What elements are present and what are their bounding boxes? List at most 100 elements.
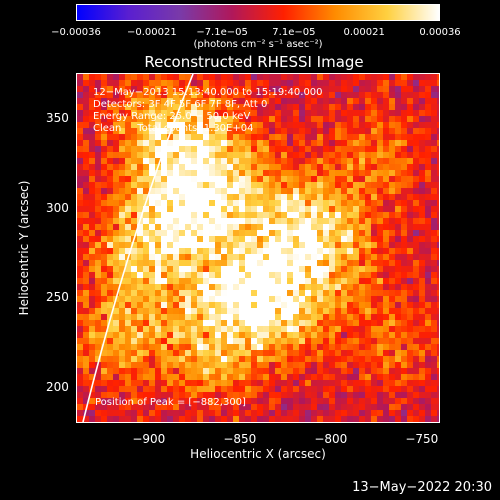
heatmap-cell bbox=[347, 152, 353, 158]
heatmap-cell bbox=[287, 278, 293, 284]
heatmap-cell bbox=[293, 212, 299, 218]
heatmap-cell bbox=[209, 104, 215, 110]
heatmap-cell bbox=[221, 260, 227, 266]
heatmap-cell bbox=[227, 356, 233, 362]
heatmap-cell bbox=[323, 230, 329, 236]
heatmap-cell bbox=[227, 110, 233, 116]
heatmap-cell bbox=[239, 236, 245, 242]
heatmap-cell bbox=[425, 314, 431, 320]
heatmap-cell bbox=[353, 104, 359, 110]
heatmap-cell bbox=[377, 170, 383, 176]
heatmap-cell bbox=[431, 320, 437, 326]
heatmap-cell bbox=[191, 74, 197, 80]
heatmap-cell bbox=[401, 206, 407, 212]
heatmap-cell bbox=[311, 320, 317, 326]
heatmap-cell bbox=[119, 110, 125, 116]
heatmap-cell bbox=[149, 308, 155, 314]
heatmap-cell bbox=[257, 224, 263, 230]
heatmap-cell bbox=[185, 308, 191, 314]
heatmap-cell bbox=[83, 224, 89, 230]
heatmap-cell bbox=[239, 194, 245, 200]
heatmap-cell bbox=[281, 272, 287, 278]
heatmap-cell bbox=[395, 158, 401, 164]
heatmap-cell bbox=[77, 410, 83, 416]
heatmap-cell bbox=[209, 344, 215, 350]
heatmap-cell bbox=[209, 128, 215, 134]
heatmap-cell bbox=[227, 284, 233, 290]
heatmap-cell bbox=[299, 344, 305, 350]
heatmap-cell bbox=[197, 380, 203, 386]
heatmap-cell bbox=[83, 134, 89, 140]
heatmap-cell bbox=[257, 410, 263, 416]
heatmap-cell bbox=[275, 146, 281, 152]
heatmap-cell bbox=[329, 290, 335, 296]
heatmap-cell bbox=[383, 344, 389, 350]
heatmap-cell bbox=[293, 302, 299, 308]
heatmap-cell bbox=[209, 260, 215, 266]
heatmap-cell bbox=[143, 140, 149, 146]
heatmap-cell bbox=[413, 266, 419, 272]
heatmap-cell bbox=[335, 398, 341, 404]
heatmap-cell bbox=[329, 110, 335, 116]
heatmap-cell bbox=[227, 272, 233, 278]
heatmap-cell bbox=[89, 164, 95, 170]
heatmap-cell bbox=[251, 272, 257, 278]
heatmap-cell bbox=[299, 398, 305, 404]
heatmap-cell bbox=[425, 80, 431, 86]
heatmap-cell bbox=[275, 320, 281, 326]
heatmap-cell bbox=[101, 188, 107, 194]
heatmap-cell bbox=[191, 380, 197, 386]
heatmap-cell bbox=[143, 236, 149, 242]
heatmap-cell bbox=[233, 368, 239, 374]
heatmap-cell bbox=[119, 338, 125, 344]
heatmap-cell bbox=[131, 74, 137, 80]
heatmap-cell bbox=[341, 356, 347, 362]
heatmap-cell bbox=[161, 122, 167, 128]
heatmap-cell bbox=[203, 350, 209, 356]
heatmap-cell bbox=[413, 332, 419, 338]
heatmap-cell bbox=[335, 224, 341, 230]
heatmap-cell bbox=[173, 284, 179, 290]
heatmap-svg bbox=[77, 74, 439, 422]
heatmap-cell bbox=[293, 362, 299, 368]
heatmap-cell bbox=[77, 368, 83, 374]
heatmap-cell bbox=[281, 344, 287, 350]
heatmap-cell bbox=[185, 350, 191, 356]
heatmap-cell bbox=[305, 242, 311, 248]
heatmap-cell bbox=[125, 416, 131, 422]
heatmap-cell bbox=[89, 134, 95, 140]
heatmap-cell bbox=[137, 386, 143, 392]
heatmap-cell bbox=[281, 74, 287, 80]
heatmap-cell bbox=[245, 206, 251, 212]
heatmap-cell bbox=[83, 116, 89, 122]
heatmap-cell bbox=[293, 254, 299, 260]
heatmap-cell bbox=[239, 92, 245, 98]
heatmap-cell bbox=[167, 356, 173, 362]
heatmap-cell bbox=[89, 338, 95, 344]
heatmap-cell bbox=[125, 248, 131, 254]
heatmap-cell bbox=[149, 350, 155, 356]
heatmap-cell bbox=[161, 152, 167, 158]
heatmap-cell bbox=[275, 224, 281, 230]
heatmap-cell bbox=[233, 350, 239, 356]
heatmap-cell bbox=[89, 416, 95, 422]
heatmap-cell bbox=[437, 116, 439, 122]
heatmap-cell bbox=[359, 242, 365, 248]
heatmap-cell bbox=[155, 212, 161, 218]
heatmap-cell bbox=[107, 104, 113, 110]
heatmap-cell bbox=[419, 416, 425, 422]
heatmap-cell bbox=[257, 170, 263, 176]
heatmap-cell bbox=[281, 368, 287, 374]
heatmap-cell bbox=[239, 164, 245, 170]
heatmap-cell bbox=[353, 110, 359, 116]
heatmap-cell bbox=[371, 194, 377, 200]
heatmap-cell bbox=[209, 206, 215, 212]
heatmap-cell bbox=[161, 188, 167, 194]
heatmap-cell bbox=[347, 380, 353, 386]
heatmap-cell bbox=[389, 200, 395, 206]
heatmap-cell bbox=[173, 170, 179, 176]
heatmap-cell bbox=[131, 92, 137, 98]
heatmap-cell bbox=[401, 248, 407, 254]
heatmap-cell bbox=[395, 278, 401, 284]
heatmap-cell bbox=[275, 164, 281, 170]
